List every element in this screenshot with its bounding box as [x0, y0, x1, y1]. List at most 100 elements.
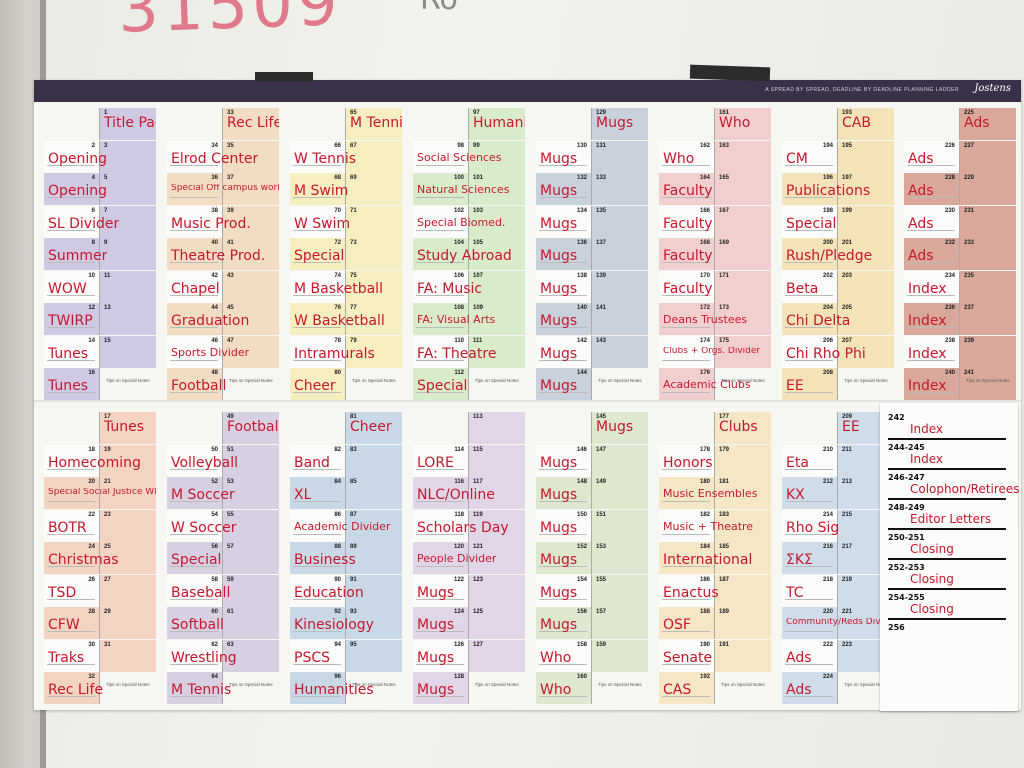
spread-row: 58 59 Baseball: [167, 574, 279, 607]
page-number: 143: [596, 337, 607, 344]
left-page: 32: [44, 672, 100, 704]
right-page: 119: [469, 509, 525, 542]
page-number: 189: [719, 609, 730, 615]
page-number: 183: [719, 511, 730, 518]
deadline-line: [416, 197, 464, 203]
page-number: 241: [964, 370, 975, 376]
deadline-line: [785, 566, 833, 572]
page-number: 106: [453, 272, 464, 279]
left-page: 46: [167, 335, 223, 368]
spread-row: 192 CAS: [659, 672, 771, 704]
left-page: 162: [659, 140, 715, 173]
deadline-line: [907, 359, 955, 366]
right-page: 13: [100, 303, 156, 335]
page-number: 82: [334, 446, 341, 453]
left-page: 154: [536, 574, 592, 607]
left-page: 108: [413, 303, 469, 335]
right-page: 239: [960, 335, 1016, 368]
spread-row: 104 105 Study Abroad: [413, 238, 525, 270]
page-number: 202: [822, 272, 833, 279]
right-page: [346, 672, 402, 704]
page-number: 113: [473, 414, 483, 420]
page-number: 86: [334, 511, 341, 518]
page-number: 66: [334, 142, 341, 149]
right-page: 7: [100, 205, 156, 238]
right-page: 15: [100, 335, 156, 368]
page-number: 48: [211, 370, 218, 376]
spread-row: 212 213 KX: [782, 477, 894, 509]
tips-label: Tips on Special Notes: [966, 378, 1010, 383]
spread-row: 152 153 Mugs: [536, 542, 648, 574]
page-number: 142: [576, 337, 587, 344]
page-number: 34: [211, 142, 218, 149]
page-number: 176: [699, 370, 710, 376]
left-page: 56: [167, 542, 223, 574]
page-number: 62: [211, 641, 218, 648]
spread-row: 158 159 Who: [536, 639, 648, 672]
spread-row: 216 217 ΣKΣ: [782, 542, 894, 574]
deadline-line: [416, 631, 464, 637]
spread-row: 176 Academic Clubs: [659, 368, 771, 400]
right-page: 103: [469, 205, 525, 238]
deadline-line: [170, 663, 218, 670]
page-number: 71: [350, 207, 357, 214]
page-number: 208: [822, 370, 833, 376]
deadline-line: [662, 294, 710, 301]
deadline-line: [293, 663, 341, 670]
note-divider: [888, 588, 1006, 590]
deadline-line: [662, 164, 710, 171]
handwritten-topic: Mugs: [540, 455, 578, 470]
page-number: 155: [596, 576, 607, 583]
page-number: 73: [350, 240, 357, 246]
left-page: 6: [44, 205, 100, 238]
page-number: 228: [944, 175, 955, 181]
note-page-range: 248-249: [888, 503, 925, 512]
left-page: 86: [290, 509, 346, 542]
page-number: 203: [842, 272, 853, 279]
page-number: 36: [211, 175, 218, 181]
page-number: 157: [596, 609, 607, 615]
deadline-line: [907, 197, 955, 203]
note-topic: Closing: [910, 542, 954, 556]
deadline-line: [907, 262, 955, 268]
page-number: 61: [227, 609, 234, 615]
spread-row: 196 197 Publications: [782, 173, 894, 205]
tips-label: Tips on Special Notes: [721, 378, 765, 383]
handwritten-topic: Mugs: [540, 488, 578, 502]
page-number: 211: [842, 446, 852, 453]
spread-row: 81 Cheer: [290, 412, 402, 444]
handwritten-topic: Natural Sciences: [417, 184, 510, 195]
page-number: 20: [88, 479, 95, 485]
page-number: 217: [842, 544, 853, 550]
spread-row: 108 109 FA: Visual Arts: [413, 303, 525, 335]
page-number: 15: [104, 337, 111, 344]
left-page: 20: [44, 477, 100, 509]
spread-row: 225 Ads: [904, 108, 1016, 140]
handwritten-topic: TWIRP: [48, 314, 93, 328]
handwritten-topic: Graduation: [171, 314, 250, 328]
handwritten-topic: Mugs: [596, 420, 634, 434]
left-page: 202: [782, 270, 838, 303]
page-number: 174: [699, 337, 710, 344]
sheet-tagline: A SPREAD BY SPREAD, DEADLINE BY DEADLINE…: [765, 87, 959, 93]
deadline-line: [416, 696, 464, 702]
right-page: 91: [346, 574, 402, 607]
handwritten-topic: Sports Divider: [171, 346, 250, 358]
left-page: 18: [44, 444, 100, 477]
deadline-line: [416, 533, 464, 540]
deadline-line: [785, 598, 833, 605]
page-number: 140: [576, 305, 587, 311]
spread-row: 100 101 Natural Sciences: [413, 173, 525, 205]
note-page-range: 246-247: [888, 473, 925, 482]
spread-row: 222 223 Ads: [782, 639, 894, 672]
handwritten-topic: Chi Rho Phi: [786, 346, 866, 361]
page-number: 29: [104, 609, 111, 615]
spread-row: 170 171 Faculty: [659, 270, 771, 303]
spread-row: 182 183 Music + Theatre: [659, 509, 771, 542]
left-page: 198: [782, 205, 838, 238]
handwritten-topic: Ads: [786, 683, 812, 697]
spread-row: 210 211 Eta: [782, 444, 894, 477]
left-page: [782, 412, 838, 444]
deadline-line: [539, 663, 587, 670]
page-number: 150: [576, 511, 587, 518]
